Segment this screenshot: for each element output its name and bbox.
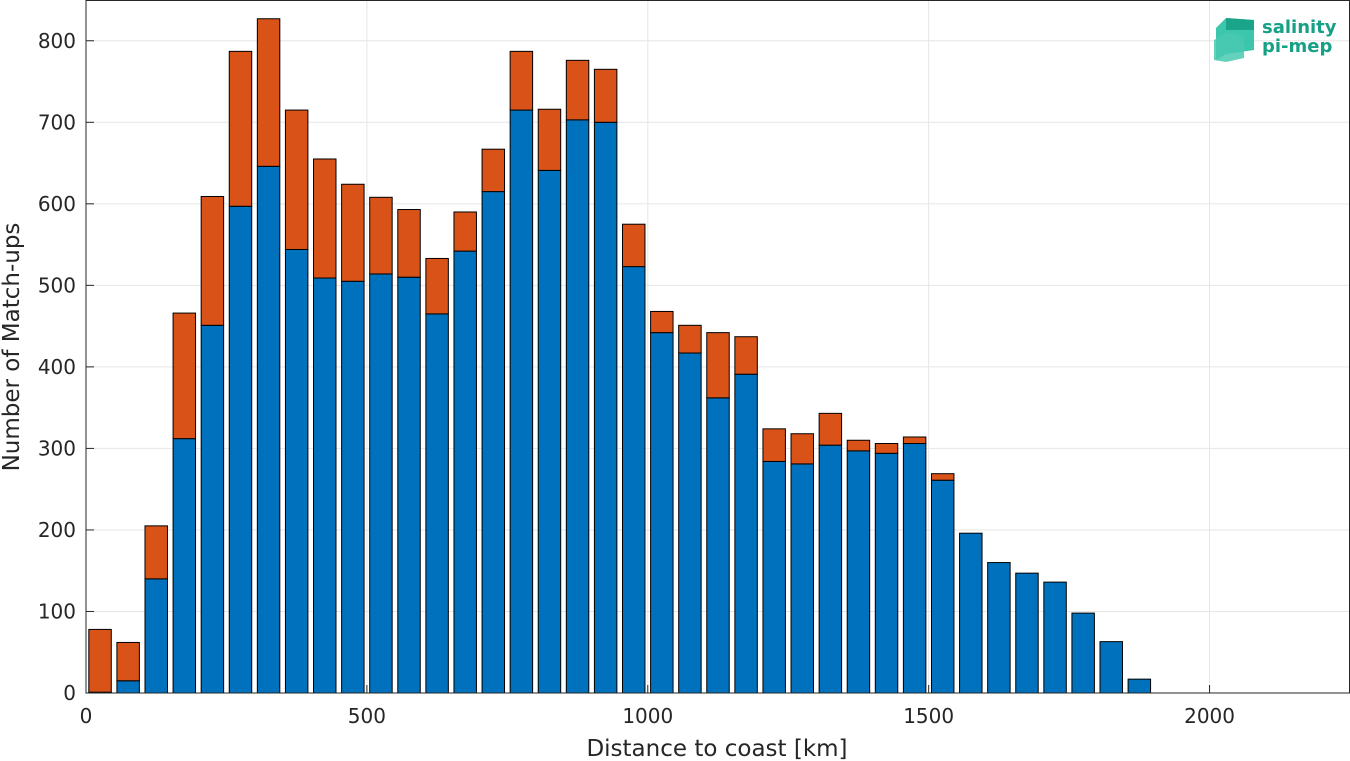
bar-segment-series-1 [144,578,168,694]
bar-segment-series-1 [341,280,365,694]
bar-segment-series-1 [1043,581,1067,694]
bar-segment-series-1 [902,443,927,694]
y-axis-label: Number of Match-ups [0,223,25,472]
x-axis-ticks: 0 500 1000 1500 2000 [80,685,1235,728]
bar-segment-series-1 [1071,612,1095,694]
y-tick-label: 700 [38,110,76,134]
y-tick-label: 800 [38,29,76,53]
bar-segment-series-1 [706,397,730,694]
bars [88,18,1152,694]
bar-segment-series-2 [144,525,168,580]
bar-segment-series-2 [593,68,618,123]
bar-segment-series-1 [453,250,477,694]
bar-segment-series-1 [621,266,646,694]
bar-segment-series-1 [509,109,534,694]
bar-segment-series-1 [116,680,140,694]
bar-segment-series-2 [284,109,309,250]
bar-segment-series-1 [593,121,618,694]
y-tick-label: 500 [38,273,76,297]
logo-text-line1: salinity [1262,17,1337,38]
bar-segment-series-1 [987,562,1011,694]
bar-segment-series-1 [959,532,983,694]
bar-segment-series-1 [425,313,449,694]
bar-segment-series-1 [1127,678,1152,694]
bar-segment-series-2 [116,641,140,682]
y-tick-label: 300 [38,436,76,460]
bar-segment-series-2 [256,18,281,167]
bar-segment-series-1 [256,165,281,694]
x-tick-label: 1500 [903,704,954,728]
bar-segment-series-1 [930,479,955,694]
bar-segment-series-1 [762,460,786,694]
bar-segment-series-2 [734,336,758,375]
bar-segment-series-1 [537,169,562,694]
bar-segment-series-2 [509,50,534,111]
x-axis-label: Distance to coast [km] [586,736,847,761]
bar-segment-series-1 [284,248,309,694]
bar-segment-series-1 [846,450,871,694]
bar-segment-series-2 [650,310,674,334]
bar-segment-series-1 [790,463,815,694]
bar-segment-series-1 [650,332,674,694]
bar-segment-series-2 [565,59,590,121]
y-tick-label: 100 [38,599,76,623]
bar-segment-series-1 [874,452,899,694]
bar-segment-series-2 [425,257,449,315]
bar-segment-series-1 [678,352,702,694]
bar-segment-series-2 [930,473,955,481]
bar-segment-series-1 [1015,572,1039,694]
logo-text-line2: pi-mep [1262,36,1332,57]
x-tick-label: 2000 [1184,704,1235,728]
bar-segment-series-1 [369,273,393,694]
y-tick-label: 200 [38,518,76,542]
bar-segment-series-2 [172,312,197,440]
y-tick-label: 600 [38,192,76,216]
bar-segment-series-2 [397,209,421,278]
y-tick-label: 0 [63,681,76,705]
logo-icon [1214,18,1254,62]
bar-segment-series-2 [790,433,815,465]
bar-segment-series-1 [565,119,590,694]
logo: salinity pi-mep [1214,17,1337,62]
bar-segment-series-2 [453,211,477,252]
bar-segment-series-1 [228,205,253,694]
bar-segment-series-2 [228,50,253,207]
bar-segment-series-1 [818,444,843,694]
bar-segment-series-2 [706,332,730,399]
bar-segment-series-2 [341,183,365,282]
x-tick-label: 0 [80,704,93,728]
bar-segment-series-1 [397,276,421,694]
y-tick-label: 400 [38,355,76,379]
bar-segment-series-2 [88,628,112,693]
bar-segment-series-2 [369,196,393,275]
bar-segment-series-2 [902,436,927,445]
bar-segment-series-2 [537,108,562,171]
y-axis-ticks: 0 100 200 300 400 500 600 700 800 [38,29,94,705]
x-tick-label: 500 [348,704,386,728]
bar-segment-series-2 [621,223,646,268]
bar-segment-series-2 [313,158,337,279]
x-tick-label: 1000 [622,704,673,728]
bar-segment-series-2 [762,428,786,462]
bar-segment-series-2 [818,412,843,446]
bar-segment-series-1 [200,324,225,694]
bar-segment-series-2 [481,148,506,193]
bar-segment-series-1 [172,438,197,694]
bar-segment-series-1 [734,373,758,694]
bar-segment-series-1 [481,191,506,694]
bar-segment-series-1 [1099,641,1123,694]
bar-segment-series-2 [678,324,702,354]
bar-segment-series-2 [874,443,899,454]
bar-segment-series-1 [313,277,337,694]
bar-segment-series-2 [846,439,871,452]
bar-segment-series-2 [200,195,225,326]
